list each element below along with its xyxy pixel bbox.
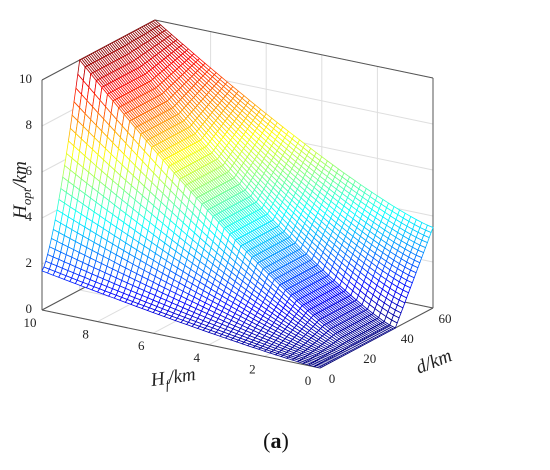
- axis-label-d: d/km: [413, 345, 455, 378]
- tick-label-hopt: 10: [19, 71, 32, 86]
- tick-label-d: 20: [363, 351, 376, 366]
- tick-label-hf: 10: [24, 315, 37, 330]
- tick-label-d: 40: [401, 331, 414, 346]
- tick-label-hf: 6: [138, 338, 145, 353]
- axis-label-hf: Hf/km: [149, 364, 198, 394]
- tick-label-hopt: 4: [26, 209, 33, 224]
- tick-label-hopt: 8: [26, 117, 33, 132]
- caption-letter: a: [271, 428, 282, 453]
- surface-mesh: [41, 19, 434, 369]
- box-edge-top-side: [154, 19, 434, 79]
- tick-label-hf: 2: [249, 361, 256, 376]
- axis-label-hopt: Hopt/km: [10, 161, 34, 220]
- axis-line-hf: [41, 309, 321, 369]
- tick-label-d: 0: [329, 371, 336, 386]
- tick-label-hopt: 2: [26, 255, 33, 270]
- tick-label-hopt: 0: [26, 301, 33, 316]
- tick-label-d: 60: [439, 311, 452, 326]
- figure-caption: (a): [263, 428, 289, 453]
- tick-label-hopt: 6: [26, 163, 33, 178]
- tick-label-hf: 0: [305, 373, 312, 388]
- tick-label-hf: 4: [194, 350, 201, 365]
- tick-label-hf: 8: [82, 327, 89, 342]
- surface-cell: [313, 365, 323, 369]
